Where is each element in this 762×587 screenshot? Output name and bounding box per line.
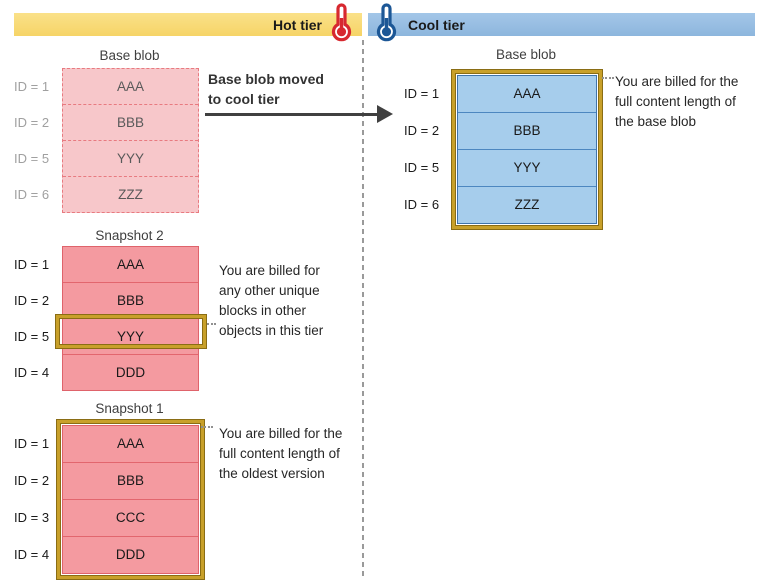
snapshot2-title: Snapshot 2 xyxy=(95,228,164,243)
block-cell: AAA xyxy=(513,86,541,101)
snapshot1-table: ID = 1 AAA ID = 2 BBB ID = 3 CCC ID = 4 … xyxy=(14,425,199,574)
table-row: ID = 2 BBB xyxy=(14,282,198,318)
block-cell: BBB xyxy=(116,473,144,488)
snapshot2-note: You are billed for any other unique bloc… xyxy=(219,263,324,338)
row-id-label: ID = 5 xyxy=(14,329,50,344)
table-row: ID = 2 BBB xyxy=(404,112,596,149)
row-id-label: ID = 1 xyxy=(14,257,50,272)
cool-tier-bar: Cool tier xyxy=(368,13,755,36)
cool-base-blob-gold-frame: ID = 1 AAA ID = 2 BBB ID = 5 YYY ID = 6 … xyxy=(404,70,602,229)
block-cell: YYY xyxy=(513,160,541,175)
hot-thermometer-icon xyxy=(329,3,353,43)
snapshot2-highlight-box xyxy=(56,315,206,348)
table-row: ID = 3 CCC xyxy=(14,499,198,536)
block-cell: BBB xyxy=(116,293,144,308)
row-id-label: ID = 2 xyxy=(404,123,440,138)
cool-base-blob-title: Base blob xyxy=(495,47,557,62)
cool-thermometer-icon xyxy=(374,3,398,43)
row-id-label: ID = 4 xyxy=(14,547,50,562)
table-row: ID = 4 DDD xyxy=(14,354,198,390)
move-arrow xyxy=(205,113,379,116)
row-id-label: ID = 3 xyxy=(14,510,50,525)
block-cell: DDD xyxy=(115,547,146,562)
cool-tier-label: Cool tier xyxy=(408,16,465,33)
row-id-label: ID = 5 xyxy=(404,160,440,175)
row-id-label: ID = 4 xyxy=(14,365,50,380)
row-id-label: ID = 1 xyxy=(404,86,440,101)
table-row: ID = 5 YYY xyxy=(14,140,198,176)
block-cell: DDD xyxy=(115,365,146,380)
leader-dots xyxy=(602,77,614,79)
table-row: ID = 1 AAA xyxy=(14,247,198,282)
block-cell: ZZZ xyxy=(514,197,540,212)
table-row: ID = 5 YYY xyxy=(404,149,596,186)
snapshot1-title: Snapshot 1 xyxy=(95,401,164,416)
cool-base-blob-note: You are billed for the full content leng… xyxy=(615,74,739,129)
hot-tier-bar: Hot tier xyxy=(14,13,362,36)
row-id-label: ID = 6 xyxy=(14,187,50,202)
block-cell: YYY xyxy=(116,151,144,166)
row-id-label: ID = 1 xyxy=(14,79,50,94)
table-row: ID = 1 AAA xyxy=(14,426,198,462)
row-id-label: ID = 2 xyxy=(14,115,50,130)
table-row: ID = 5 YYY xyxy=(14,318,198,354)
snapshot2-table: ID = 1 AAA ID = 2 BBB ID = 5 YYY ID = 4 … xyxy=(14,246,199,391)
row-id-label: ID = 5 xyxy=(14,151,50,166)
leader-dots xyxy=(204,323,216,325)
table-row: ID = 4 DDD xyxy=(14,536,198,573)
row-id-label: ID = 2 xyxy=(14,293,50,308)
row-id-label: ID = 2 xyxy=(14,473,50,488)
cool-base-blob-table: ID = 1 AAA ID = 2 BBB ID = 5 YYY ID = 6 … xyxy=(404,75,597,224)
block-cell: AAA xyxy=(116,257,144,272)
table-row: ID = 1 AAA xyxy=(404,76,596,112)
block-cell: CCC xyxy=(115,510,146,525)
hot-base-blob-title: Base blob xyxy=(99,48,160,63)
snapshot1-note: You are billed for the full content leng… xyxy=(219,426,343,481)
block-cell: AAA xyxy=(116,436,144,451)
tier-divider xyxy=(362,40,364,578)
hot-tier-label: Hot tier xyxy=(273,16,322,33)
row-id-label: ID = 1 xyxy=(14,436,50,451)
block-cell: BBB xyxy=(513,123,541,138)
move-arrow-head xyxy=(377,105,393,123)
snapshot1-gold-frame: ID = 1 AAA ID = 2 BBB ID = 3 CCC ID = 4 … xyxy=(14,420,204,579)
leader-dots xyxy=(201,426,213,428)
block-cell: AAA xyxy=(116,79,144,94)
row-id-label: ID = 6 xyxy=(404,197,440,212)
table-row: ID = 6 ZZZ xyxy=(14,176,198,212)
table-row: ID = 6 ZZZ xyxy=(404,186,596,223)
table-row: ID = 1 AAA xyxy=(14,69,198,104)
hot-base-blob-table: ID = 1 AAA ID = 2 BBB ID = 5 YYY ID = 6 … xyxy=(14,68,199,213)
table-row: ID = 2 BBB xyxy=(14,104,198,140)
move-note: Base blob moved to cool tier xyxy=(208,71,324,107)
table-row: ID = 2 BBB xyxy=(14,462,198,499)
block-cell: ZZZ xyxy=(118,187,143,202)
block-cell: YYY xyxy=(116,329,144,344)
block-cell: BBB xyxy=(116,115,144,130)
